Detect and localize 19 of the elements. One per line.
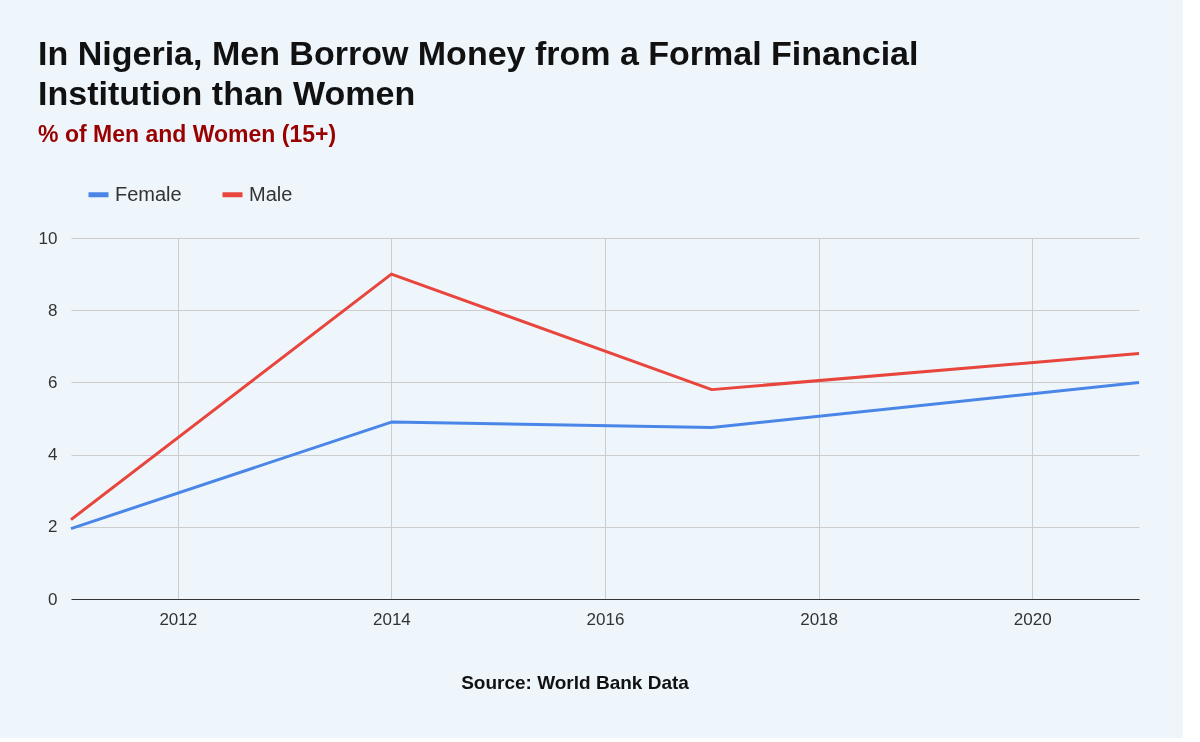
y-tick-label: 6 <box>48 372 58 392</box>
x-tick-label: 2014 <box>372 609 411 629</box>
source-note: Source: World Bank Data <box>461 672 690 693</box>
y-tick-label: 10 <box>38 228 58 248</box>
x-tick-label: 2020 <box>1013 609 1052 629</box>
x-tick-label: 2012 <box>159 609 198 629</box>
y-tick-label: 4 <box>48 445 58 465</box>
line-series <box>69 380 1141 531</box>
y-tick-label: 8 <box>48 300 58 320</box>
x-tick-label: 2016 <box>586 609 625 629</box>
x-tick-label: 2018 <box>800 609 839 629</box>
chart-subtitle: % of Men and Women (15+) <box>38 121 337 147</box>
y-tick-label: 0 <box>48 589 58 609</box>
text: Institution than Women <box>38 74 416 112</box>
text: In Nigeria, Men Borrow Money from a Formal Financial <box>38 34 919 72</box>
legend-label: Female <box>115 182 182 205</box>
line-series <box>69 272 1141 522</box>
y-tick-label: 2 <box>48 517 58 537</box>
legend-label: Male <box>249 182 293 205</box>
